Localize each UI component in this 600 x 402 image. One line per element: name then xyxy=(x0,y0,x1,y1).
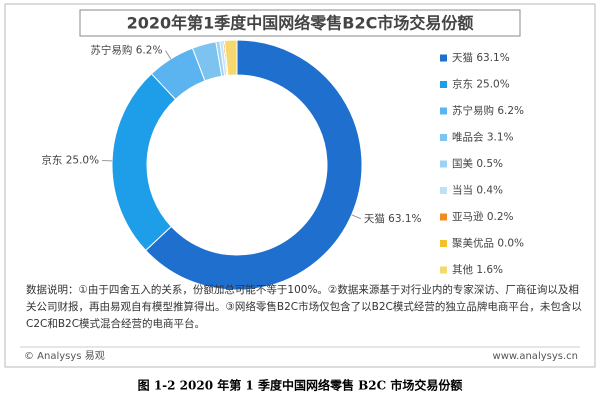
leader-line xyxy=(351,214,362,220)
note: 数据说明：①由于四舍五入的关系，份额加总可能不等于100%。②数据来源基于对行业… xyxy=(26,284,582,330)
legend-value: 3.1% xyxy=(487,132,514,144)
legend-label: 当当 0.4% xyxy=(452,184,503,197)
slice-label: 苏宁易购 6.2% xyxy=(90,44,162,57)
legend-label: 京东 25.0% xyxy=(452,78,510,91)
legend-label: 其他 1.6% xyxy=(452,263,503,276)
slice-label-name: 苏宁易购 xyxy=(90,44,132,57)
slice-label-value: 6.2% xyxy=(136,45,163,57)
legend-value: 6.2% xyxy=(497,105,524,117)
legend-label: 唯品会 3.1% xyxy=(452,131,514,144)
caption: 图 1-2 2020 年第 1 季度中国网络零售 B2C 市场交易份额 xyxy=(138,378,463,393)
legend-name: 天猫 xyxy=(452,51,473,64)
source-left: © Analysys 易观 xyxy=(24,350,105,362)
legend-value: 0.2% xyxy=(487,211,514,223)
legend-value: 1.6% xyxy=(476,264,503,276)
slice-label-name: 天猫 xyxy=(364,212,385,225)
title-box xyxy=(79,9,521,37)
chart-title: 2020年第1季度中国网络零售B2C市场交易份额 xyxy=(127,14,474,33)
legend-name: 国美 xyxy=(452,157,473,170)
slice-label-value: 25.0% xyxy=(66,155,99,167)
legend-label: 天猫 63.1% xyxy=(452,51,510,64)
legend-name: 当当 xyxy=(452,184,473,197)
legend-swatch xyxy=(440,81,447,88)
legend-label: 苏宁易购 6.2% xyxy=(452,104,524,117)
legend-swatch xyxy=(440,266,447,274)
slice xyxy=(144,39,363,291)
source-right: www.analysys.cn xyxy=(493,351,578,362)
legend-name: 京东 xyxy=(452,78,473,91)
legend-name: 唯品会 xyxy=(452,131,484,144)
legend-value: 25.0% xyxy=(476,79,509,91)
legend-swatch xyxy=(440,213,447,221)
legend-swatch xyxy=(440,160,447,168)
slice xyxy=(223,39,238,77)
leader-line xyxy=(165,50,172,60)
slice xyxy=(111,73,177,252)
legend-swatch xyxy=(440,54,447,62)
slice-label-name: 京东 xyxy=(41,154,62,167)
legend-name: 苏宁易购 xyxy=(452,104,494,117)
legend-swatch xyxy=(440,240,447,247)
legend-value: 0.5% xyxy=(476,158,503,170)
frame xyxy=(4,3,596,368)
legend-name: 其他 xyxy=(452,263,473,276)
legend-label: 国美 0.5% xyxy=(452,157,503,170)
legend-name: 聚美优品 xyxy=(452,237,494,250)
legend-value: 63.1% xyxy=(476,52,509,64)
legend-name: 亚马逊 xyxy=(452,211,484,223)
slice-label-value: 63.1% xyxy=(388,213,421,225)
legend-swatch xyxy=(440,107,447,115)
legend-label: 亚马逊 0.2% xyxy=(452,211,514,223)
legend-swatch xyxy=(440,134,447,141)
legend-value: 0.0% xyxy=(497,238,524,250)
legend-value: 0.4% xyxy=(476,185,503,197)
legend-label: 聚美优品 0.0% xyxy=(452,237,524,250)
slice-label: 天猫 63.1% xyxy=(364,212,422,225)
legend-swatch xyxy=(440,187,447,194)
slice-label: 京东 25.0% xyxy=(41,154,99,167)
